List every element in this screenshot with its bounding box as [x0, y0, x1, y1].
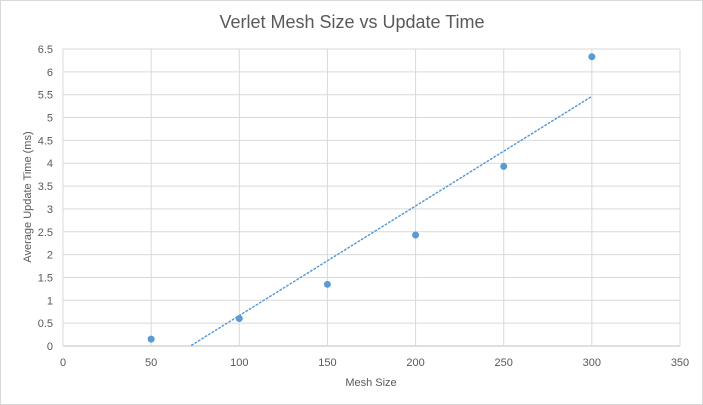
data-points	[147, 53, 596, 343]
y-tick-label: 0.5	[38, 318, 53, 330]
x-tick-label: 250	[495, 357, 513, 369]
y-tick-label: 3	[47, 204, 53, 216]
trendline	[190, 95, 593, 346]
data-point	[588, 53, 596, 61]
y-tick-label: 4	[47, 158, 53, 170]
y-tick-label: 5	[47, 113, 53, 125]
y-tick-label: 5.5	[38, 90, 53, 102]
trendline-layer	[190, 95, 593, 346]
y-axis-title: Average Update Time (ms)	[22, 131, 34, 262]
y-tick-label: 2	[47, 250, 53, 262]
data-point	[235, 315, 243, 323]
x-tick-label: 150	[318, 357, 336, 369]
y-tick-label: 3.5	[38, 181, 53, 193]
x-tick-label: 50	[145, 357, 157, 369]
x-tick-label: 0	[60, 357, 66, 369]
x-tick-label: 350	[671, 357, 689, 369]
chart-title: Verlet Mesh Size vs Update Time	[219, 12, 484, 32]
x-tick-label: 100	[230, 357, 248, 369]
y-tick-label: 0	[47, 341, 53, 353]
x-axis-ticks: 0 50 100 150 200 250 300 350	[60, 357, 689, 369]
gridlines	[62, 48, 681, 347]
data-point	[147, 335, 155, 343]
y-tick-label: 2.5	[38, 227, 53, 239]
x-tick-label: 300	[583, 357, 601, 369]
y-tick-label: 4.5	[38, 135, 53, 147]
y-axis-ticks: 0 0.5 1 1.5 2 2.5 3 3.5 4 4.5 5 5.5 6 6.5	[38, 44, 53, 353]
x-tick-label: 200	[406, 357, 424, 369]
data-point	[323, 280, 331, 288]
y-tick-label: 6	[47, 67, 53, 79]
data-point	[412, 231, 420, 239]
y-tick-label: 1.5	[38, 272, 53, 284]
y-tick-label: 1	[47, 295, 53, 307]
y-tick-label: 6.5	[38, 44, 53, 56]
data-point	[500, 162, 508, 170]
x-axis-title: Mesh Size	[345, 377, 396, 389]
